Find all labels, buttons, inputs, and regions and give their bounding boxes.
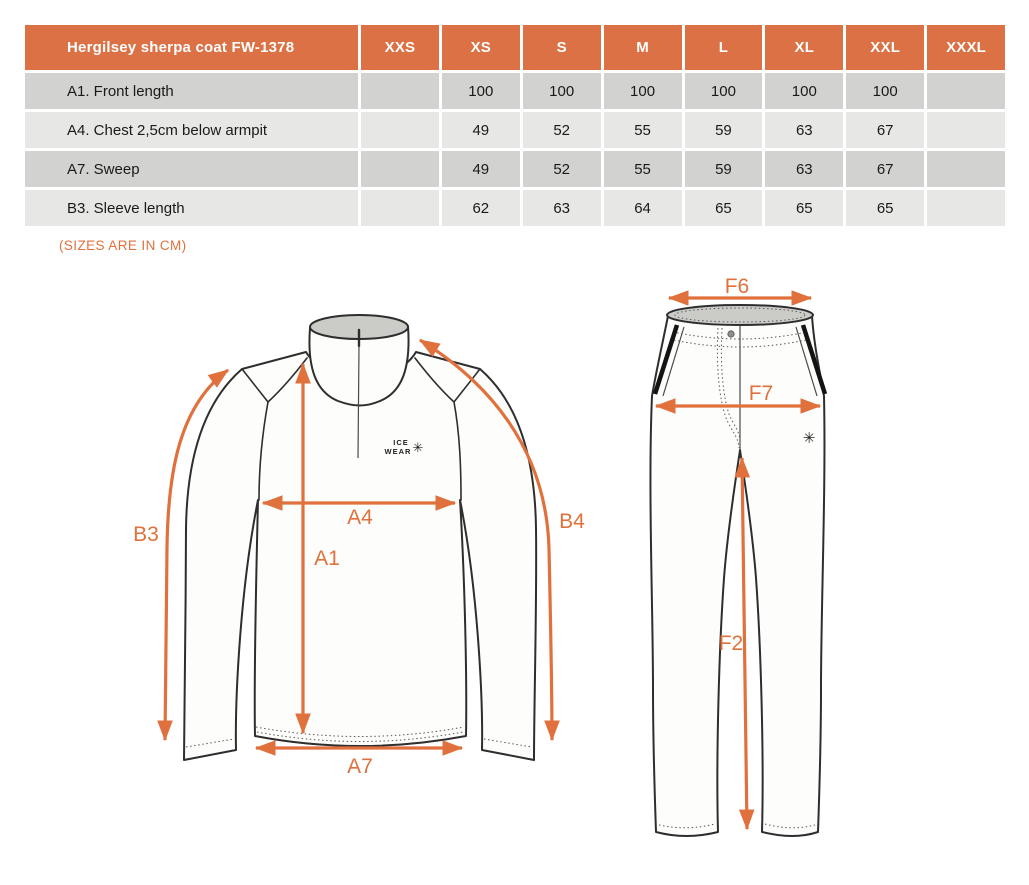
table-cell xyxy=(361,73,439,109)
column-header-xs: XS xyxy=(441,25,520,70)
measure-label-f6: F6 xyxy=(725,275,750,298)
table-cell: 49 xyxy=(441,112,520,148)
jacket-diagram: ICE WEAR ✳ B3 A4 A1 B4 A7 xyxy=(133,314,585,778)
table-cell: 67 xyxy=(846,151,925,187)
table-cell: 100 xyxy=(522,73,601,109)
measure-arrow-b4 xyxy=(418,338,560,742)
table-cell: 63 xyxy=(765,151,844,187)
table-cell: 63 xyxy=(522,190,601,226)
table-cell xyxy=(927,151,1005,187)
pocket-left xyxy=(652,324,680,395)
measure-label-b3: B3 xyxy=(133,523,159,546)
table-cell xyxy=(927,73,1005,109)
pants-measure-arrows: F6 F7 F2 xyxy=(654,275,822,831)
hem-stitching xyxy=(255,726,465,737)
jacket-outline xyxy=(183,314,538,761)
table-cell: 63 xyxy=(765,112,844,148)
fly-stitching xyxy=(716,327,740,449)
brand-line1: ICE xyxy=(393,438,409,447)
table-cell: 52 xyxy=(522,151,601,187)
table-cell: 100 xyxy=(684,73,763,109)
measure-arrow-b3 xyxy=(157,368,230,742)
pocket-right xyxy=(800,324,828,395)
table-cell: 65 xyxy=(684,190,763,226)
table-cell: 55 xyxy=(603,151,682,187)
shoulder-seam-left xyxy=(241,368,269,403)
measure-label-b4: B4 xyxy=(559,510,585,533)
row-label-chest: A4. Chest 2,5cm below armpit xyxy=(25,112,358,148)
measure-label-a1: A1 xyxy=(314,547,340,570)
size-chart-table: Hergilsey sherpa coat FW-1378 XXS XS S M… xyxy=(25,25,1005,226)
zipper-line xyxy=(357,345,360,459)
table-cell xyxy=(927,190,1005,226)
table-cell: 65 xyxy=(765,190,844,226)
table-cell: 49 xyxy=(441,151,520,187)
measure-label-f2: F2 xyxy=(719,632,744,655)
table-cell: 59 xyxy=(684,112,763,148)
table-cell: 62 xyxy=(441,190,520,226)
row-label-sleeve-length: B3. Sleeve length xyxy=(25,190,358,226)
column-header-xl: XL xyxy=(765,25,844,70)
measure-label-a7: A7 xyxy=(347,755,373,778)
table-cell: 100 xyxy=(765,73,844,109)
table-cell: 67 xyxy=(846,112,925,148)
brand-logo: ICE WEAR ✳ xyxy=(385,438,424,456)
table-cell: 52 xyxy=(522,112,601,148)
table-cell xyxy=(361,190,439,226)
jacket-measure-arrows: B3 A4 A1 B4 A7 xyxy=(133,338,585,778)
measure-label-a4: A4 xyxy=(347,506,373,529)
units-note: (SIZES ARE IN CM) xyxy=(59,238,187,253)
leg-hem-stitching-right xyxy=(764,823,816,829)
column-header-l: L xyxy=(684,25,763,70)
column-header-xxxl: XXXL xyxy=(927,25,1005,70)
table-cell xyxy=(927,112,1005,148)
waistband-stitching xyxy=(672,331,808,340)
column-header-xxl: XXL xyxy=(846,25,925,70)
column-header-s: S xyxy=(522,25,601,70)
column-header-m: M xyxy=(603,25,682,70)
table-cell xyxy=(361,151,439,187)
pants-outline: ✳ xyxy=(649,304,828,837)
table-cell: 100 xyxy=(846,73,925,109)
table-title: Hergilsey sherpa coat FW-1378 xyxy=(25,25,358,70)
measure-arrow-f2 xyxy=(734,456,755,831)
table-cell: 55 xyxy=(603,112,682,148)
table-cell: 59 xyxy=(684,151,763,187)
row-label-sweep: A7. Sweep xyxy=(25,151,358,187)
brand-line2: WEAR xyxy=(385,447,412,456)
leg-hem-stitching-left xyxy=(658,823,716,829)
snowflake-icon: ✳ xyxy=(413,441,424,456)
snowflake-icon: ✳ xyxy=(803,429,816,447)
pants-diagram: ✳ F6 F7 F2 xyxy=(649,275,828,837)
table-cell: 65 xyxy=(846,190,925,226)
measure-label-f7: F7 xyxy=(749,382,774,405)
table-cell xyxy=(361,112,439,148)
waist-button xyxy=(727,330,735,338)
table-cell: 100 xyxy=(441,73,520,109)
table-cell: 64 xyxy=(603,190,682,226)
table-cell: 100 xyxy=(603,73,682,109)
row-label-front-length: A1. Front length xyxy=(25,73,358,109)
column-header-xxs: XXS xyxy=(361,25,439,70)
